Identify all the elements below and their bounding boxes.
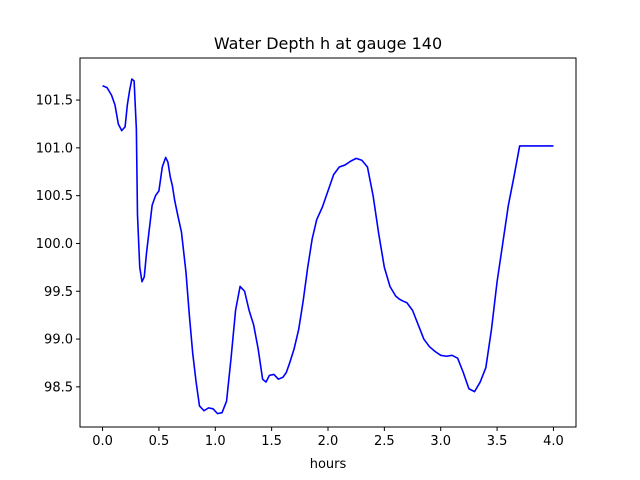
y-tick-label: 100.5 [36, 189, 73, 204]
x-axis-label: hours [310, 457, 347, 472]
y-axis: 98.5 99.0 99.5 100.0 100.5 101.0 101.5 [36, 94, 80, 395]
x-tick-label: 4.0 [543, 434, 564, 449]
series-line-0 [102, 78, 554, 415]
x-tick-label: 2.0 [318, 434, 339, 449]
x-tick-label: 1.0 [205, 434, 226, 449]
y-tick-label: 101.0 [36, 141, 73, 156]
y-tick-label: 99.0 [44, 333, 73, 348]
chart-title: Water Depth h at gauge 140 [214, 34, 442, 53]
y-tick-label: 101.5 [36, 94, 73, 109]
x-tick-label: 3.5 [487, 434, 508, 449]
x-tick-label: 2.5 [374, 434, 395, 449]
x-tick-label: 0.5 [149, 434, 170, 449]
x-axis: 0.0 0.5 1.0 1.5 2.0 2.5 3.0 3.5 4.0 [92, 427, 564, 449]
x-tick-label: 0.0 [92, 434, 113, 449]
x-tick-label: 1.5 [261, 434, 282, 449]
y-tick-label: 98.5 [44, 380, 73, 395]
plot-area [102, 78, 554, 415]
x-tick-label: 3.0 [430, 434, 451, 449]
y-tick-label: 100.0 [36, 237, 73, 252]
y-tick-label: 99.5 [44, 285, 73, 300]
